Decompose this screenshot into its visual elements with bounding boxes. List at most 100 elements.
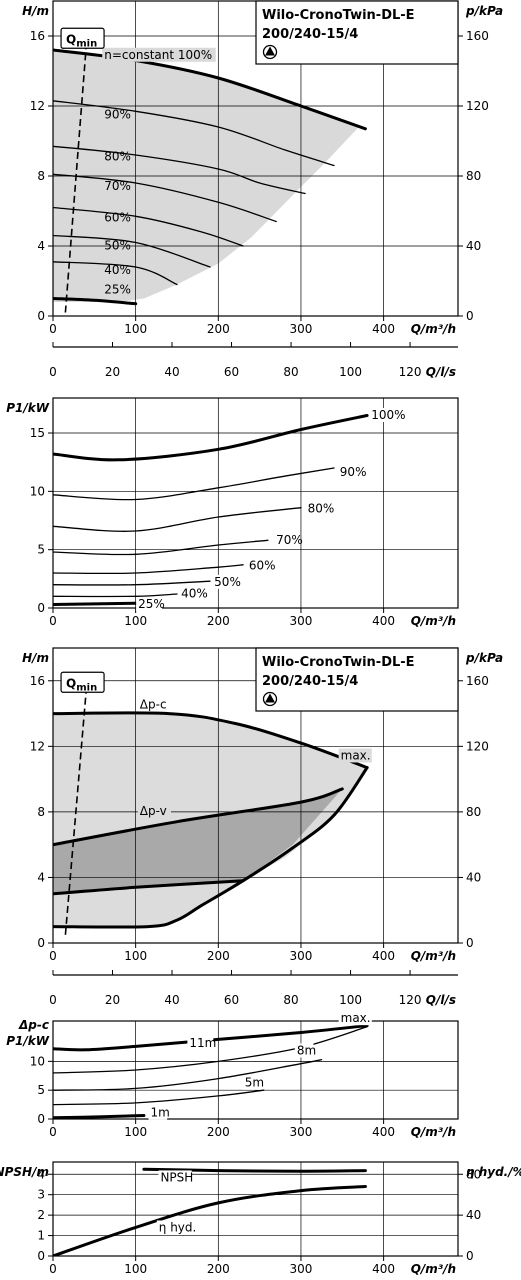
- x2-tick-label: 40: [164, 993, 179, 1007]
- series-line: [53, 414, 369, 462]
- x2-tick-label: 80: [283, 365, 298, 379]
- y-right-axis-label: η hyd./%: [466, 1165, 521, 1179]
- x-tick-label: 100: [124, 1262, 147, 1276]
- label-bg: [136, 597, 163, 611]
- series-label: 40%: [181, 587, 208, 601]
- qmin-box: [60, 27, 105, 49]
- label-bg: [337, 465, 364, 480]
- series-label: 1m: [151, 1106, 170, 1120]
- series-label: 50%: [214, 575, 241, 589]
- y-right-tick-label: 40: [466, 870, 481, 884]
- series-line: [53, 1185, 367, 1256]
- y-axis-label: H/m: [22, 4, 49, 18]
- series-label: 8m: [297, 1043, 316, 1057]
- c4-axes: 0 100 200 300 400 0 5 10 Q/m³/h Δp-c P1/kW: [6, 1018, 459, 1139]
- y-tick-label: 16: [30, 29, 45, 43]
- series-label: 80%: [308, 501, 335, 515]
- x-tick-label: 0: [49, 1125, 57, 1139]
- label-bg: [179, 586, 206, 601]
- y-tick-label: 4: [37, 870, 45, 884]
- y-tick-label: 2: [37, 1208, 45, 1222]
- x2-tick-label: 20: [105, 993, 120, 1007]
- x-tick-label: 400: [372, 322, 395, 336]
- y-tick-label: 0: [37, 601, 45, 615]
- qmin-line: [64, 692, 87, 935]
- label-bg: [246, 558, 273, 573]
- x-tick-label: 200: [207, 614, 230, 628]
- label-bg: [137, 804, 171, 819]
- x2-tick-label: 20: [105, 365, 120, 379]
- series-label: 90%: [104, 107, 131, 121]
- y-right-axis-label: p/kPa: [465, 4, 503, 18]
- qmin-label: Qmin: [66, 676, 97, 693]
- series-line: [53, 1114, 146, 1119]
- series-line: [53, 261, 178, 286]
- x-tick-label: 200: [207, 949, 230, 963]
- y-right-tick-label: 0: [466, 309, 474, 323]
- label-bg: [305, 501, 332, 516]
- label-bg: [102, 47, 216, 62]
- y-axis-label: NPSH/m: [0, 1165, 49, 1179]
- series-label: Δp-c: [140, 698, 167, 712]
- series-label: NPSH: [160, 1170, 193, 1184]
- x-tick-label: 100: [124, 1125, 147, 1139]
- c1-qmin: Qmin: [60, 27, 105, 313]
- series-label: 60%: [104, 211, 131, 225]
- c3-axes: 0 100 200 300 400048121604080120160p/kPaQ/m³…: [22, 647, 503, 1007]
- y-right-tick-label: 80: [466, 169, 481, 183]
- y-tick-label: 3: [37, 1188, 45, 1202]
- x-tick-label: 300: [290, 614, 313, 628]
- series-line: [53, 539, 269, 556]
- series-label: η hyd.: [159, 1220, 197, 1234]
- series-line: [53, 234, 211, 268]
- label-bg: [369, 408, 403, 422]
- y-tick-label: 0: [37, 1112, 45, 1126]
- series-line: [53, 507, 302, 532]
- x-tick-label: 400: [372, 1262, 395, 1276]
- x-tick-label: 200: [207, 1262, 230, 1276]
- c2-axes: 0 100 200 300 400 0 5 10 15 Q/m³/h P1/kW: [6, 397, 459, 628]
- x2-tick-label: 60: [224, 365, 239, 379]
- label-bg: [187, 1035, 214, 1050]
- y-tick-label: 0: [37, 309, 45, 323]
- series-line: [53, 173, 277, 223]
- y-tick-label: 16: [30, 674, 45, 688]
- y-tick-label: 15: [30, 426, 45, 440]
- label-bg: [158, 1170, 192, 1185]
- y-right-axis-label: p/kPa: [465, 651, 503, 665]
- c5-series-labels: NPSH η hyd.: [156, 1170, 205, 1235]
- y-right-tick-label: 160: [466, 674, 489, 688]
- x-tick-label: 300: [290, 1262, 313, 1276]
- series-label: 11m: [189, 1036, 216, 1050]
- x-tick-label: 0: [49, 1262, 57, 1276]
- series-label: Δp-v: [140, 804, 167, 818]
- series-label: 70%: [276, 533, 303, 547]
- x-tick-label: 300: [290, 1125, 313, 1139]
- y-tick-label: 10: [30, 484, 45, 498]
- y-tick-label: 8: [37, 169, 45, 183]
- y-tick-label: 0: [37, 1249, 45, 1263]
- y-right-tick-label: 160: [466, 29, 489, 43]
- series-label: n=constant 100%: [104, 48, 212, 62]
- plot-frame: [52, 1020, 459, 1120]
- y-tick-label: 12: [30, 739, 45, 753]
- chart-title: Wilo-CronoTwin-DL-E: [262, 8, 415, 23]
- c3-title-box: Wilo-CronoTwin-DL-E 200/240-15/4: [255, 647, 459, 712]
- x2-tick-label: 40: [164, 365, 179, 379]
- x-tick-label: 0: [49, 614, 57, 628]
- qmin-label: Qmin: [66, 32, 97, 49]
- x-tick-label: 100: [124, 322, 147, 336]
- x-tick-label: 0: [49, 322, 57, 336]
- x-tick-label: 100: [124, 614, 147, 628]
- chart-subtitle: 200/240-15/4: [262, 27, 358, 42]
- y-right-tick-label: 120: [466, 739, 489, 753]
- label-bg: [338, 1011, 372, 1026]
- x2-tick-label: 0: [49, 993, 57, 1007]
- y-right-tick-label: 0: [466, 936, 474, 950]
- x-axis-label: Q/m³/h: [411, 949, 456, 963]
- series-label: 25%: [104, 282, 131, 296]
- series-line: [53, 711, 369, 770]
- c1-series-labels: n=constant 100% 90% 80% 70% 60% 50% 40% 25%: [102, 47, 216, 296]
